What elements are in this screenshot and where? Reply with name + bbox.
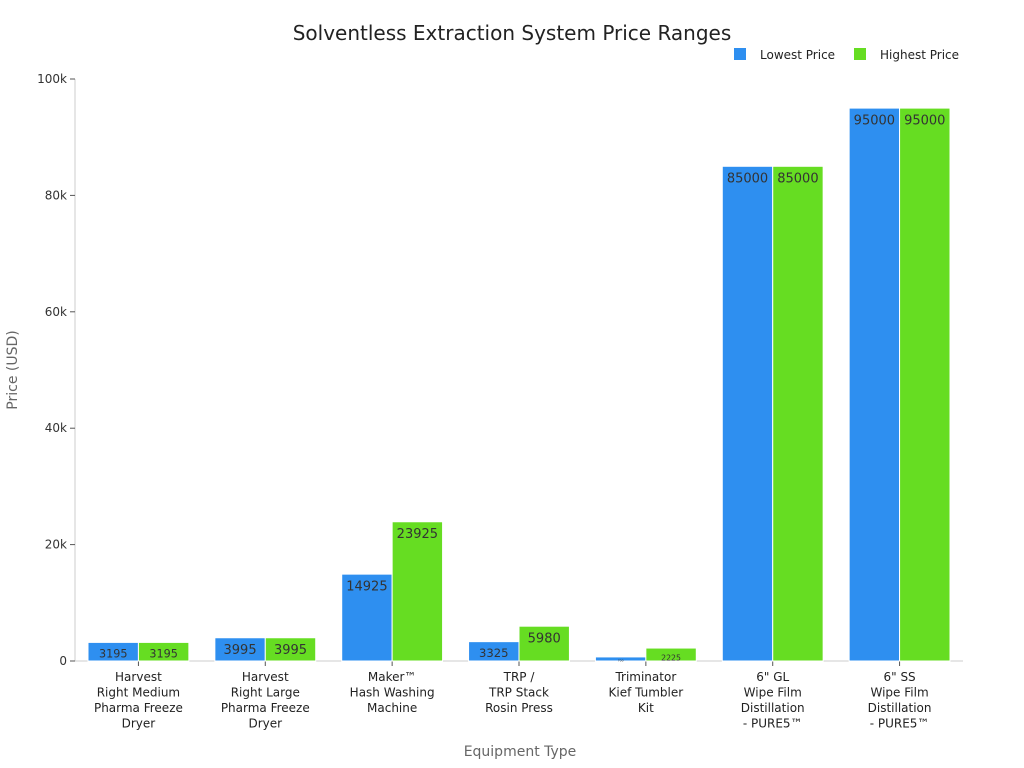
x-tick-label-line: Wipe Film [744, 686, 802, 700]
bar-value-label: 85000 [727, 172, 768, 187]
bar-value-label: 700 [618, 658, 624, 662]
y-tick-label: 20k [45, 538, 67, 552]
y-tick-label: 80k [45, 188, 67, 202]
y-tick-label: 40k [45, 421, 67, 435]
x-tick-label-line: Right Large [231, 686, 300, 700]
x-tick-label-line: Distillation [868, 701, 932, 715]
x-tick-label-line: Pharma Freeze [94, 701, 183, 715]
bar [721, 165, 774, 662]
x-tick-label-line: Machine [367, 701, 417, 715]
x-tick-label-line: Pharma Freeze [221, 701, 310, 715]
x-tick-label: 6" SS Wipe Film Distillation - PURE5™ [868, 670, 932, 731]
x-tick-label: Harvest Right Medium Pharma Freeze Dryer [94, 670, 183, 731]
x-tick-label-line: Dryer [248, 717, 282, 731]
x-tick-label-line: Triminator [614, 670, 676, 684]
bar-value-label: 3995 [274, 643, 307, 658]
x-tick-label-line: - PURE5™ [743, 717, 803, 731]
bar-value-label: 3195 [149, 647, 177, 660]
legend: Lowest Price Highest Price [734, 48, 959, 62]
x-tick-label-line: - PURE5™ [870, 717, 930, 731]
bars: 3195 3995 14925 3325 700 85000 95000 3195 3995 23… [87, 107, 951, 662]
bar-value-label: 95000 [904, 114, 945, 129]
bar-value-label: 3325 [479, 646, 509, 660]
x-axis-title: Equipment Type [464, 744, 577, 760]
bar-value-label: 23925 [397, 527, 438, 542]
bar [645, 647, 697, 662]
x-tick-label: Harvest Right Large Pharma Freeze Dryer [221, 670, 310, 731]
bar-value-label: 5980 [528, 632, 561, 647]
legend-label: Highest Price [880, 48, 959, 62]
x-tick-label-line: Right Medium [97, 686, 180, 700]
x-tick-label: 6" GL Wipe Film Distillation - PURE5™ [741, 670, 805, 731]
bar-value-label: 3995 [224, 643, 257, 658]
x-tick-label-line: TRP Stack [488, 686, 549, 700]
y-axis: 0 20k 40k 60k 80k 100k [37, 72, 76, 668]
bar [391, 521, 444, 662]
bar-value-label: 85000 [777, 172, 818, 187]
x-tick-label-line: Harvest [115, 670, 162, 684]
chart-title: Solventless Extraction System Price Rang… [293, 21, 732, 45]
x-tick-label-line: Maker™ [368, 670, 417, 684]
x-axis: Harvest Right Medium Pharma Freeze DryerHar… [75, 660, 963, 731]
bar [518, 625, 570, 662]
bar [848, 107, 901, 662]
x-tick-label: TRP / TRP Stack Rosin Press [485, 670, 553, 715]
bar-value-label: 14925 [346, 580, 387, 595]
y-axis-title: Price (USD) [5, 330, 21, 409]
bar [264, 637, 317, 662]
x-tick-label-line: Kit [638, 701, 654, 715]
x-tick-label-line: 6" GL [756, 670, 789, 684]
y-tick-label: 60k [45, 305, 67, 319]
bar [772, 165, 824, 662]
bar [899, 107, 951, 662]
legend-swatch [854, 48, 866, 60]
bar-value-label: 3195 [99, 647, 127, 660]
legend-swatch [734, 48, 746, 60]
x-tick-label-line: Kief Tumbler [609, 686, 684, 700]
x-tick-label: Maker™ Hash Washing Machine [350, 670, 435, 715]
x-tick-label-line: TRP / [503, 670, 536, 684]
y-tick-label: 0 [59, 654, 67, 668]
bar [137, 641, 190, 662]
x-tick-label-line: Dryer [122, 717, 156, 731]
bar-value-label: 95000 [854, 114, 895, 129]
bar-value-label: 2225 [661, 653, 681, 662]
x-tick-label-line: Distillation [741, 701, 805, 715]
x-tick-label-line: Rosin Press [485, 701, 553, 715]
x-tick-label-line: Harvest [242, 670, 289, 684]
x-tick-label: Triminator Kief Tumbler Kit [609, 670, 684, 715]
legend-label: Lowest Price [760, 48, 835, 62]
x-tick-label-line: Hash Washing [350, 686, 435, 700]
x-tick-label-line: Wipe Film [871, 686, 929, 700]
y-tick-label: 100k [37, 72, 67, 86]
x-tick-label-line: 6" SS [883, 670, 915, 684]
